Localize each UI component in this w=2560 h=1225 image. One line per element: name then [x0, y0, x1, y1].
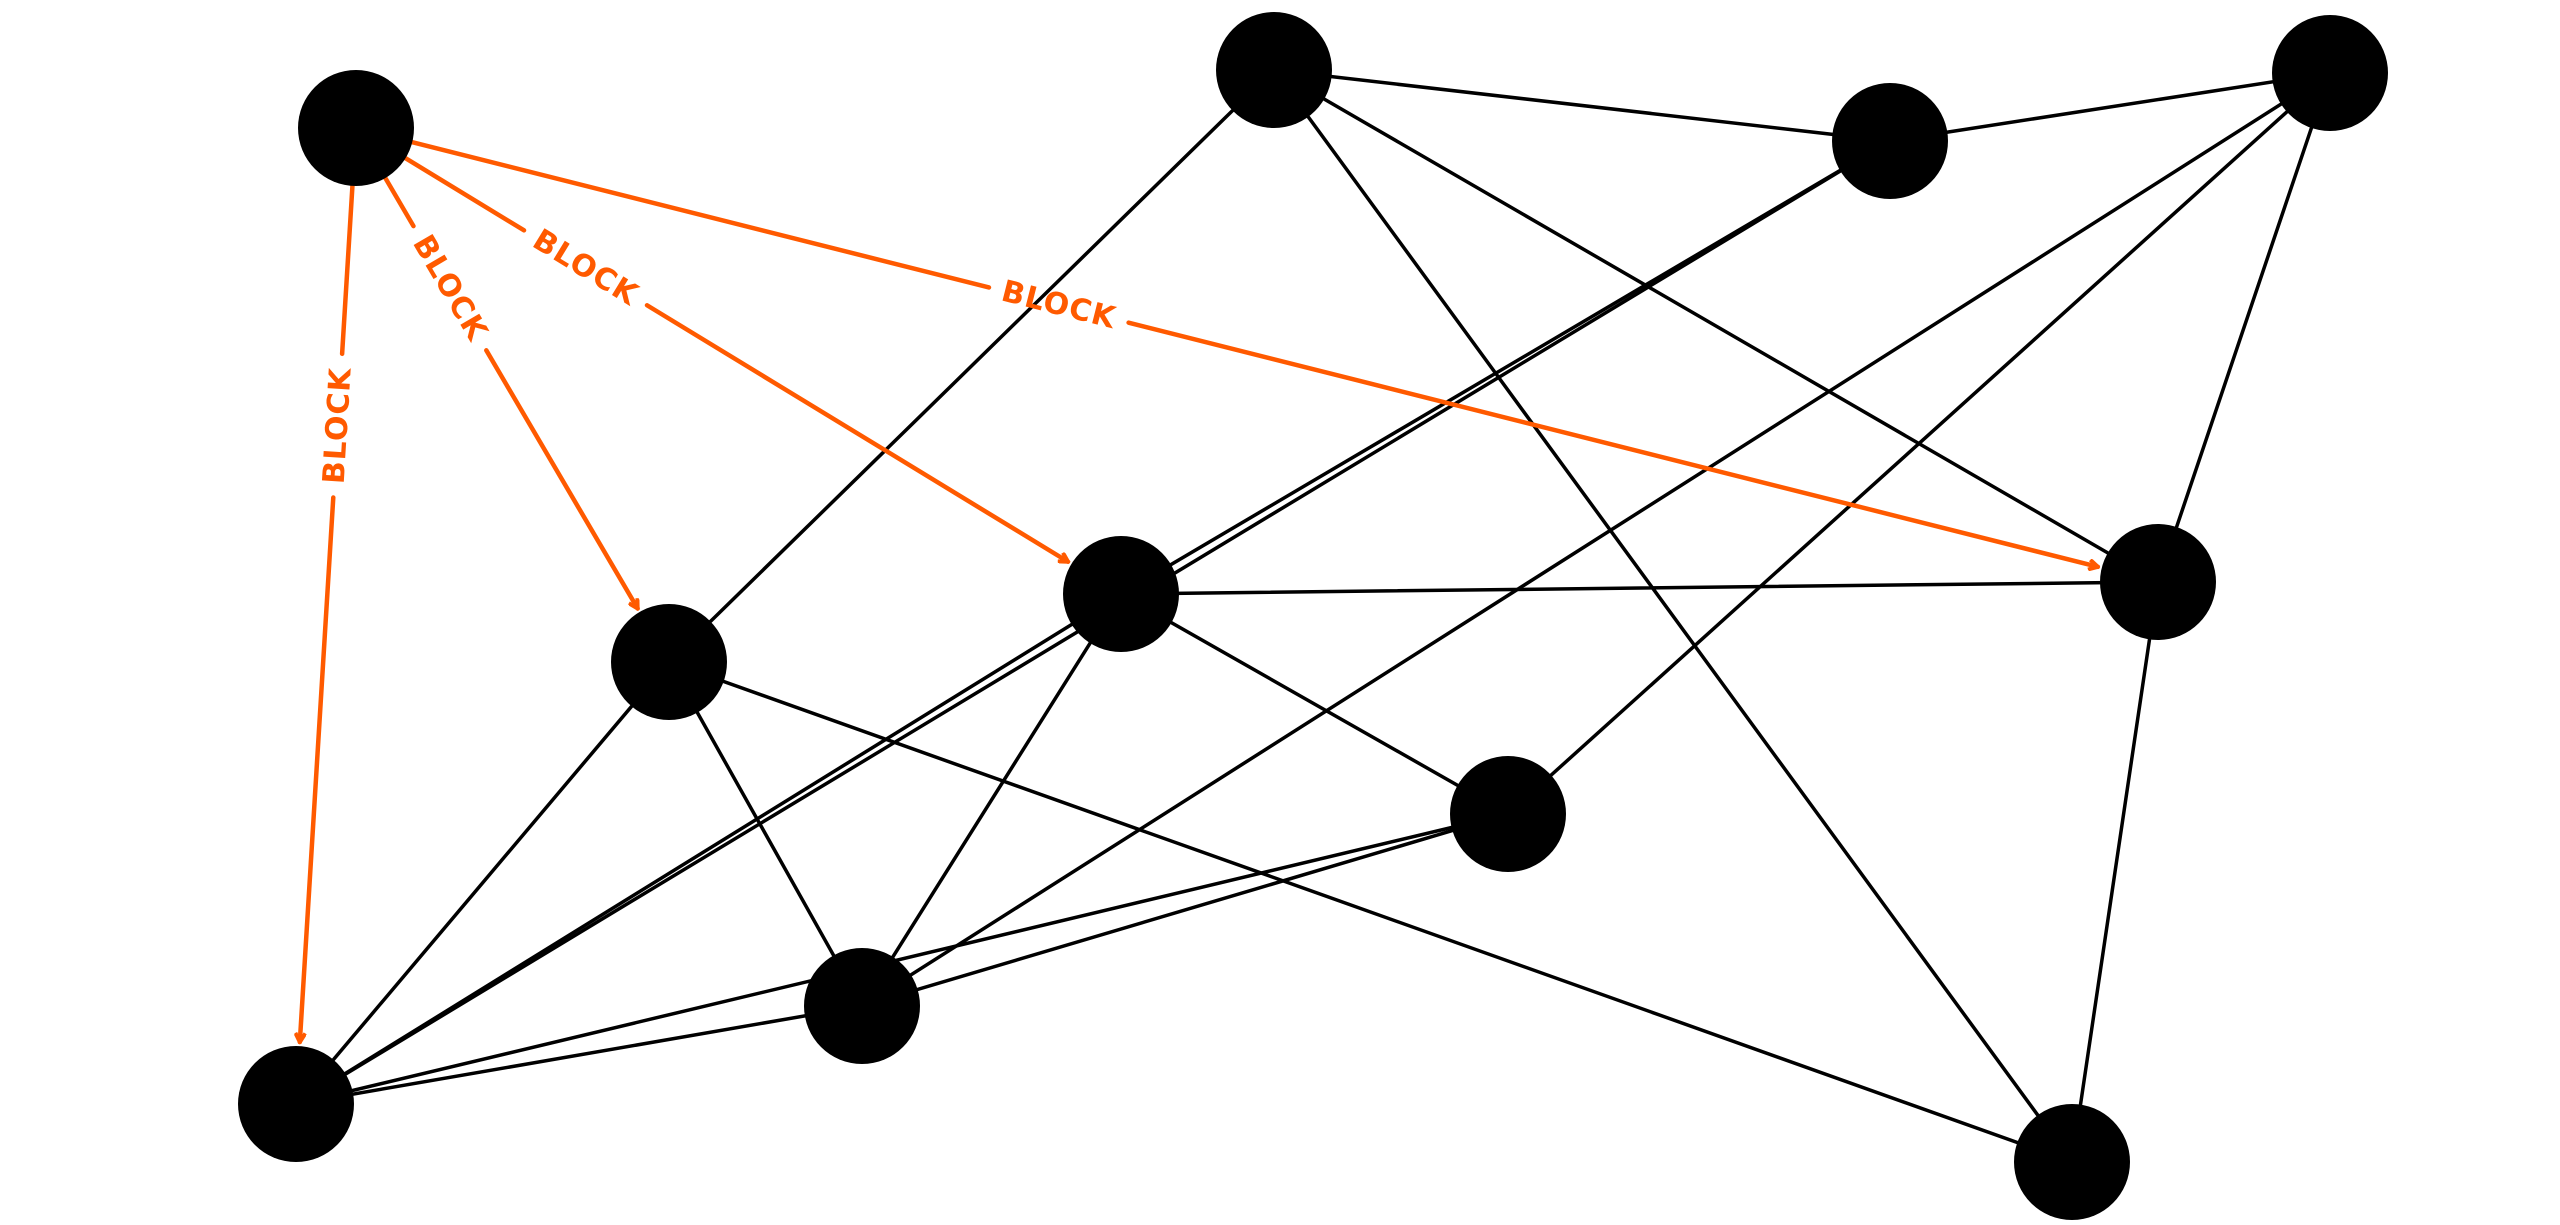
edge-n5-n8 — [860, 592, 1123, 1008]
edge-n2-n3 — [1888, 71, 2332, 143]
graph-node-n7 — [1450, 756, 1566, 872]
graph-node-n10 — [2014, 1104, 2130, 1220]
block-edge-label: BLOCK — [527, 223, 645, 314]
edge-n3-n7 — [1506, 71, 2332, 816]
edges-layer — [294, 68, 2332, 1164]
edge-n4-n9 — [294, 660, 671, 1106]
edge-n4-n10 — [667, 660, 2074, 1164]
block-edge-label: BLOCK — [998, 274, 1120, 337]
graph-node-n5 — [1063, 536, 1179, 652]
edge-n1-n4 — [667, 68, 1276, 664]
edge-n7-n9 — [294, 812, 1510, 1106]
block-edge-label: BLOCK — [405, 229, 495, 348]
nodes-layer — [238, 12, 2388, 1220]
graph-node-n1 — [1216, 12, 1332, 128]
block-edge-label: BLOCK — [317, 366, 359, 485]
graph-node-n6 — [2100, 524, 2216, 640]
edge-n8-n9 — [294, 1004, 864, 1106]
block-edge-n5-segment-b — [644, 303, 1068, 564]
graph-node-n2 — [1832, 83, 1948, 199]
edge-n5-n9 — [294, 592, 1123, 1106]
edge-n1-n10 — [1272, 68, 2074, 1164]
edge-n5-n7 — [1119, 592, 1510, 816]
edge-n3-n8 — [860, 71, 2332, 1008]
edge-n7-n8 — [860, 812, 1510, 1008]
edge-n1-n2 — [1272, 68, 1892, 143]
graph-node-n4 — [611, 604, 727, 720]
edge-n1-n6 — [1272, 68, 2160, 584]
block-edge-n9-segment-a — [339, 183, 355, 357]
block-edge-n5-segment-a — [403, 155, 527, 233]
block-edge-n9-segment-b — [300, 495, 336, 1043]
block-edge-n6-segment-a — [409, 139, 992, 290]
edge-n4-n8 — [667, 660, 864, 1008]
block-edge-n4-segment-a — [383, 175, 416, 229]
block-edge-n4-segment-b — [484, 348, 640, 608]
block-edge-n6-segment-b — [1126, 320, 2098, 567]
graph-node-n8 — [804, 948, 920, 1064]
edge-n5-n6 — [1119, 580, 2160, 596]
edge-n3-n6 — [2156, 71, 2332, 584]
graph-node-n3 — [2272, 15, 2388, 131]
graph-node-n9 — [238, 1046, 354, 1162]
source-node — [298, 70, 414, 186]
edge-n6-n10 — [2070, 580, 2160, 1164]
